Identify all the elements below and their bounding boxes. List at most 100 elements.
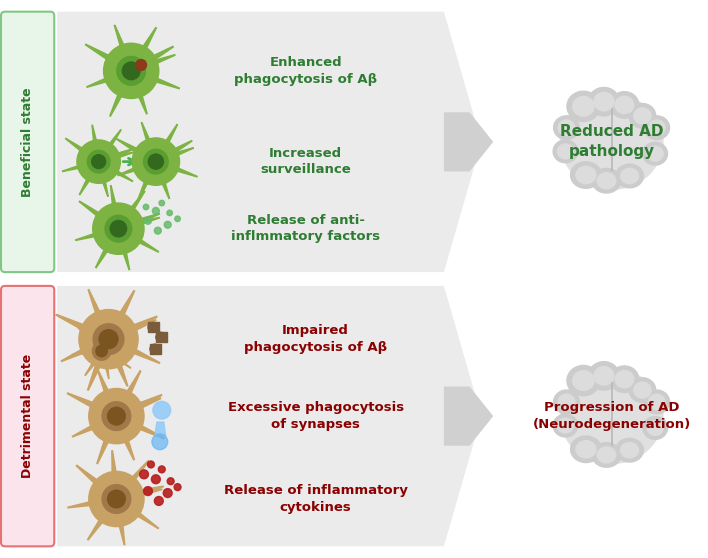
Polygon shape (88, 497, 120, 540)
Polygon shape (115, 395, 161, 420)
Polygon shape (129, 46, 173, 75)
Polygon shape (153, 161, 169, 199)
Ellipse shape (592, 442, 621, 467)
Circle shape (136, 60, 147, 70)
Polygon shape (79, 160, 101, 195)
Polygon shape (98, 370, 120, 417)
Ellipse shape (558, 120, 575, 136)
Polygon shape (86, 44, 133, 75)
Bar (156, 332, 166, 342)
Ellipse shape (597, 173, 616, 189)
Polygon shape (87, 68, 132, 87)
Ellipse shape (647, 421, 663, 435)
Text: Enhanced
phagocytosis of Aβ: Enhanced phagocytosis of Aβ (234, 56, 377, 85)
Ellipse shape (620, 169, 639, 184)
Polygon shape (103, 341, 134, 352)
Ellipse shape (610, 92, 639, 118)
Text: Increased
surveillance: Increased surveillance (261, 147, 351, 176)
Polygon shape (88, 338, 113, 390)
Text: Beneficial state: Beneficial state (21, 87, 34, 197)
Ellipse shape (644, 390, 670, 413)
Circle shape (93, 324, 124, 354)
Ellipse shape (616, 439, 644, 462)
Polygon shape (96, 130, 121, 163)
Circle shape (154, 497, 164, 506)
Ellipse shape (557, 418, 573, 433)
Polygon shape (105, 291, 135, 341)
Circle shape (147, 461, 154, 468)
Circle shape (164, 222, 171, 228)
Polygon shape (104, 338, 127, 386)
Polygon shape (115, 486, 163, 503)
Ellipse shape (592, 169, 621, 193)
Polygon shape (117, 139, 158, 165)
Ellipse shape (588, 88, 620, 116)
Polygon shape (113, 415, 135, 460)
FancyBboxPatch shape (1, 286, 55, 546)
Ellipse shape (567, 365, 600, 396)
Polygon shape (155, 148, 193, 165)
Ellipse shape (634, 108, 651, 124)
Text: Detrimental state: Detrimental state (21, 354, 34, 478)
Ellipse shape (571, 162, 601, 188)
Circle shape (99, 330, 118, 349)
Polygon shape (113, 371, 141, 418)
Polygon shape (57, 286, 481, 546)
Ellipse shape (610, 366, 639, 392)
Ellipse shape (571, 436, 601, 463)
Circle shape (87, 150, 110, 173)
Circle shape (144, 150, 169, 174)
Polygon shape (79, 201, 120, 232)
Polygon shape (142, 123, 159, 163)
Polygon shape (115, 412, 164, 439)
Polygon shape (85, 348, 105, 376)
Polygon shape (118, 218, 159, 232)
Circle shape (174, 484, 181, 490)
Circle shape (153, 401, 171, 419)
Polygon shape (114, 496, 159, 528)
Polygon shape (72, 412, 118, 437)
Polygon shape (127, 28, 156, 73)
Circle shape (152, 208, 159, 214)
Ellipse shape (558, 394, 575, 410)
Polygon shape (113, 498, 125, 545)
Circle shape (150, 344, 160, 354)
Circle shape (110, 220, 127, 237)
Polygon shape (101, 318, 106, 349)
Ellipse shape (594, 93, 614, 111)
Polygon shape (97, 415, 120, 464)
Circle shape (88, 388, 144, 444)
Polygon shape (110, 186, 122, 229)
Polygon shape (153, 124, 178, 163)
Circle shape (164, 489, 172, 498)
Polygon shape (88, 290, 113, 341)
Ellipse shape (573, 97, 594, 116)
Circle shape (144, 487, 152, 496)
Ellipse shape (588, 362, 620, 390)
Circle shape (167, 478, 174, 485)
Circle shape (152, 434, 168, 450)
Circle shape (108, 490, 125, 508)
Polygon shape (115, 398, 161, 420)
Circle shape (102, 402, 131, 430)
Circle shape (159, 200, 164, 206)
Circle shape (156, 332, 166, 342)
Ellipse shape (643, 417, 668, 439)
Ellipse shape (647, 146, 663, 161)
Circle shape (122, 62, 140, 80)
Polygon shape (102, 347, 130, 368)
Ellipse shape (567, 91, 600, 122)
Polygon shape (113, 461, 149, 502)
Circle shape (96, 345, 108, 357)
Circle shape (86, 331, 121, 367)
Polygon shape (56, 314, 110, 344)
Circle shape (117, 56, 146, 85)
Polygon shape (92, 125, 101, 162)
Circle shape (139, 470, 149, 479)
Circle shape (143, 204, 149, 210)
Ellipse shape (615, 97, 634, 114)
Ellipse shape (649, 394, 665, 410)
Circle shape (88, 472, 144, 527)
Polygon shape (101, 349, 109, 378)
Circle shape (144, 218, 152, 224)
